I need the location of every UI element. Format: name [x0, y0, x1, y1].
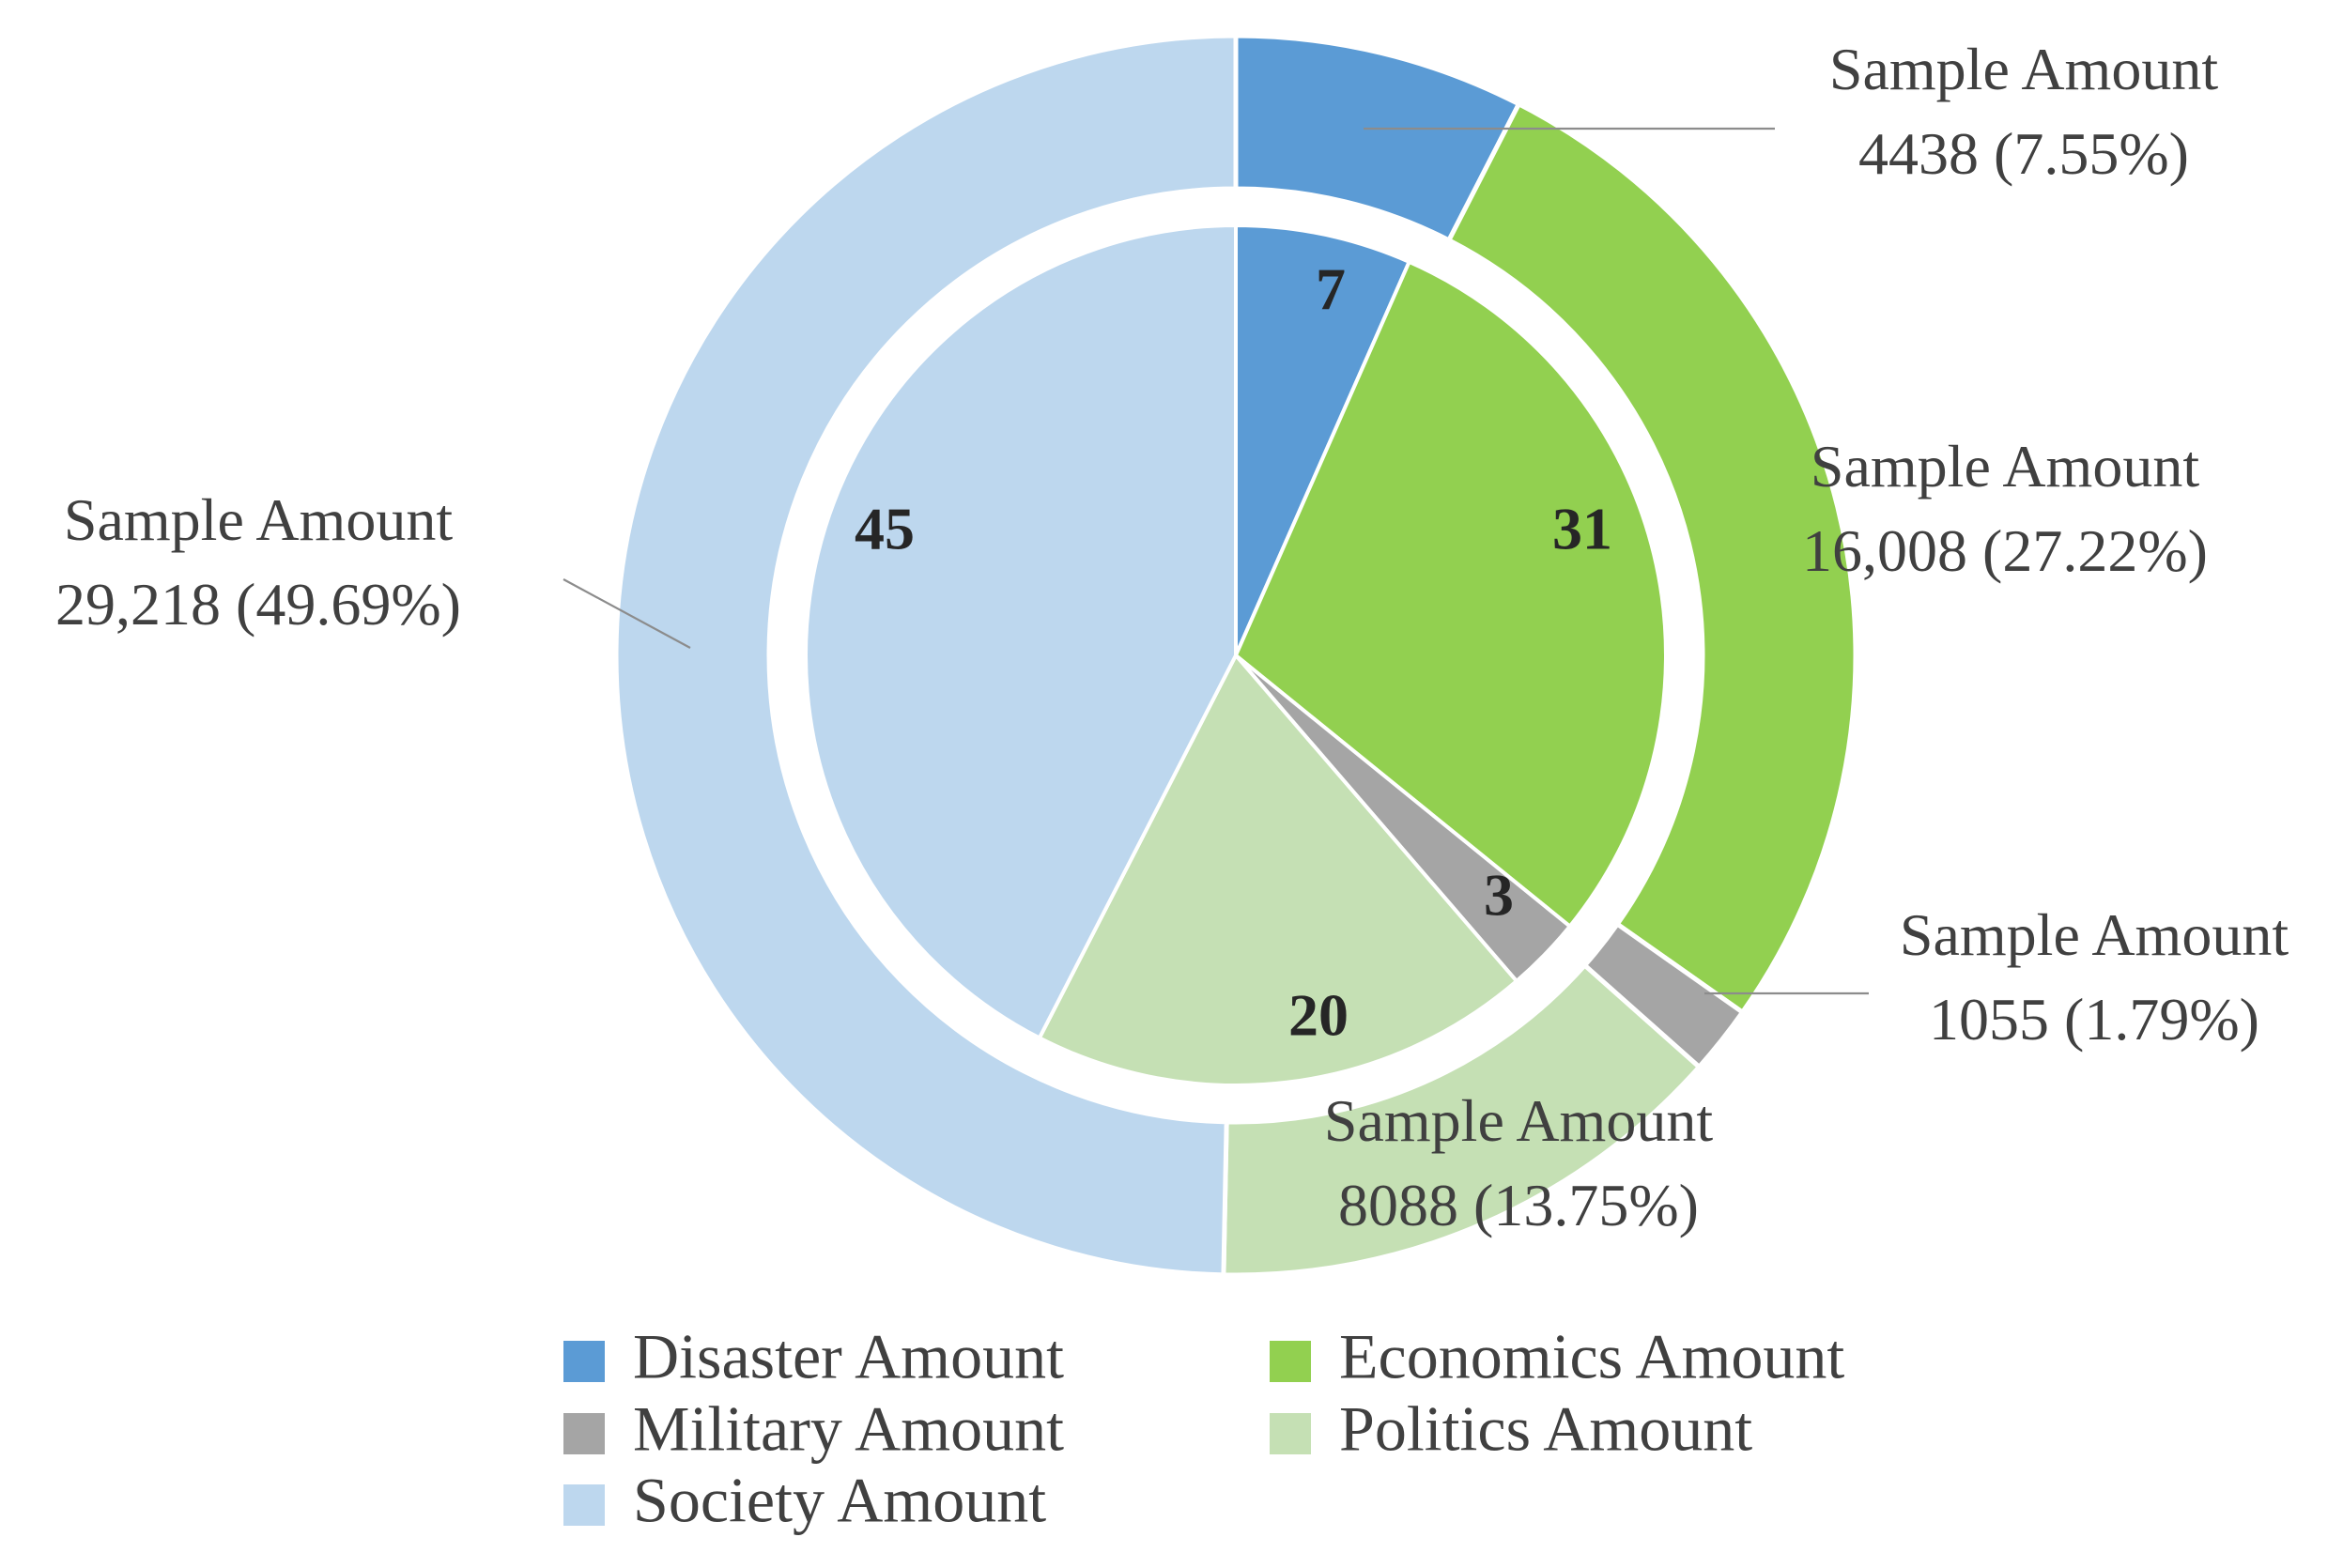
leader-society: [563, 578, 691, 649]
outer-label-military-amount: Sample Amount 1055 (1.79%): [1900, 901, 2289, 1053]
legend-label-military-amount: Military Amount: [633, 1393, 1064, 1465]
outer-label-disaster-amount: Sample Amount 4438 (7.55%): [1829, 36, 2218, 187]
legend-label-economics-amount: Economics Amount: [1339, 1321, 1844, 1392]
outer-data-labels: Sample Amount 4438 (7.55%) Sample Amount 16…: [55, 36, 2289, 1238]
outer-label-politics-amount: Sample Amount 8088 (13.75%): [1324, 1087, 1713, 1238]
inner-label-military-amount: 3: [1484, 862, 1514, 929]
inner-label-economics-amount: 31: [1552, 496, 1612, 562]
inner-label-society-amount: 45: [855, 496, 915, 562]
legend-swatch-politics-amount: [1270, 1413, 1311, 1454]
outer-label-economics-amount: Sample Amount 16,008 (27.22%): [1802, 433, 2208, 584]
outer-slice-economics-amount: [1445, 100, 1858, 1016]
legend-swatch-society-amount: [563, 1484, 605, 1526]
inner-data-labels: 7 31 3 20 45: [855, 256, 1612, 1049]
outer-slice-society-amount: [613, 33, 1239, 1278]
inner-slice-society-amount: [804, 223, 1238, 1041]
legend-swatch-economics-amount: [1270, 1341, 1311, 1382]
inner-slice-politics-amount: [1037, 652, 1519, 1087]
outer-ring: [613, 33, 1858, 1278]
inner-label-politics-amount: 20: [1288, 982, 1349, 1049]
outer-label-society-amount: Sample Amount 29,218 (49.69%): [55, 486, 461, 638]
legend-label-politics-amount: Politics Amount: [1339, 1393, 1752, 1465]
leader-lines: [563, 127, 1869, 995]
legend-swatch-military-amount: [563, 1413, 605, 1454]
legend: Disaster Amount Economics Amount Military …: [563, 1321, 1844, 1536]
inner-label-disaster-amount: 7: [1316, 256, 1346, 323]
inner-slice-economics-amount: [1233, 259, 1668, 930]
legend-swatch-disaster-amount: [563, 1341, 605, 1382]
inner-pie: [804, 223, 1668, 1087]
legend-label-society-amount: Society Amount: [633, 1465, 1046, 1536]
inner-slice-disaster-amount: [1234, 223, 1412, 656]
legend-label-disaster-amount: Disaster Amount: [633, 1321, 1064, 1392]
